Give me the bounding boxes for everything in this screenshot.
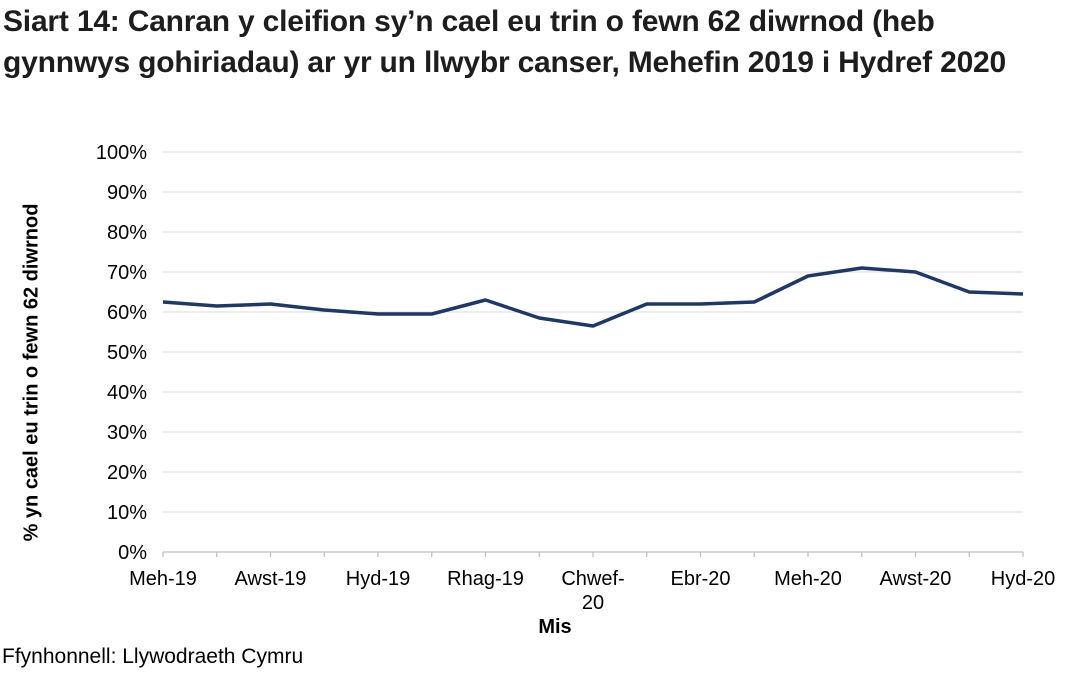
y-tick-label: 40% — [107, 382, 147, 404]
x-tick-label: Meh-20 — [774, 568, 842, 590]
y-tick-label: 0% — [118, 542, 147, 564]
x-tick-label: Awst-20 — [880, 568, 952, 590]
x-axis-title: Mis — [538, 616, 572, 638]
x-tick-label: Ebr-20 — [670, 568, 730, 590]
x-tick-label: Rhag-19 — [447, 568, 524, 590]
chart-title: Siart 14: Canran y cleifion sy’n cael eu… — [3, 5, 1007, 79]
y-tick-label: 20% — [107, 462, 147, 484]
x-tick-label: Meh-19 — [129, 568, 197, 590]
y-tick-label: 90% — [107, 182, 147, 204]
y-tick-label: 80% — [107, 222, 147, 244]
x-tick-label: Hyd-19 — [346, 568, 410, 590]
y-tick-label: 70% — [107, 262, 147, 284]
x-tick-label: Awst-19 — [235, 568, 307, 590]
y-axis-title: % yn cael eu trin o fewn 62 diwrnod — [20, 203, 43, 542]
y-tick-label: 50% — [107, 342, 147, 364]
x-tick-label: Hyd-20 — [991, 568, 1055, 590]
source-note: Ffynhonnell: Llywodraeth Cymru — [2, 645, 304, 668]
y-tick-label: 100% — [96, 142, 147, 164]
data-line-series — [162, 266, 1024, 328]
x-tick-label: Chwef-20 — [561, 568, 624, 614]
y-tick-label: 60% — [107, 302, 147, 324]
y-tick-label: 30% — [107, 422, 147, 444]
y-tick-label: 10% — [107, 502, 147, 524]
